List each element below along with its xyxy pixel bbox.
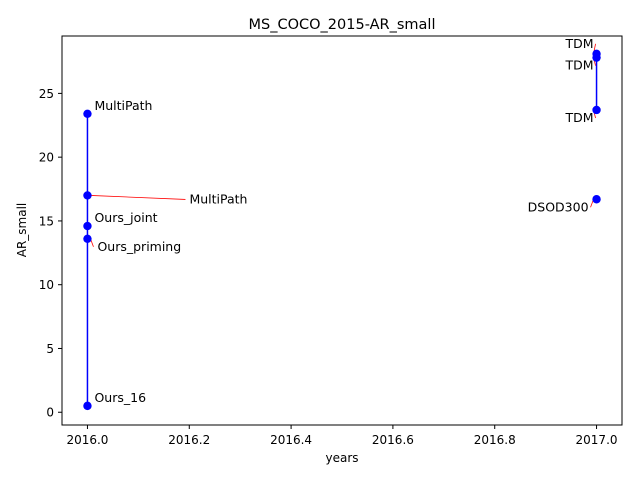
data-point xyxy=(83,234,92,243)
x-axis-label: years xyxy=(325,451,358,465)
y-tick-label: 20 xyxy=(39,151,54,165)
x-tick-label: 2016.8 xyxy=(474,433,516,447)
annotation-arrows xyxy=(90,43,596,247)
x-tick-label: 2016.6 xyxy=(372,433,414,447)
point-label: Ours_priming xyxy=(97,239,181,254)
y-axis-label: AR_small xyxy=(15,203,29,258)
plot-frame xyxy=(61,35,623,426)
point-label: DSOD300 xyxy=(528,199,589,214)
point-label: Ours_joint xyxy=(94,210,157,225)
y-tick-label: 10 xyxy=(39,278,54,292)
point-label: MultiPath xyxy=(94,98,152,113)
x-tick-label: 2016.0 xyxy=(66,433,108,447)
y-tick-label: 15 xyxy=(39,214,54,228)
axis-ticks: 2016.0 2016.2 2016.4 2016.6 2016.8 2017.0 0 5 10… xyxy=(39,87,618,447)
point-labels: MultiPath MultiPath Ours_joint Ours_priming… xyxy=(94,36,593,405)
y-tick-label: 5 xyxy=(46,342,54,356)
x-tick-label: 2016.4 xyxy=(270,433,312,447)
data-points xyxy=(83,49,601,411)
data-point xyxy=(592,195,601,204)
data-point xyxy=(592,53,601,62)
point-label: TDM xyxy=(564,36,593,51)
point-label: Ours_16 xyxy=(94,390,146,405)
data-point xyxy=(83,191,92,200)
data-point xyxy=(83,221,92,231)
y-tick-label: 0 xyxy=(46,406,54,420)
data-point xyxy=(592,105,601,115)
data-point xyxy=(83,109,92,119)
x-tick-label: 2016.2 xyxy=(168,433,210,447)
point-label: TDM xyxy=(564,58,593,73)
x-tick-label: 2017.0 xyxy=(576,433,618,447)
point-label: MultiPath xyxy=(189,191,247,206)
y-tick-label: 25 xyxy=(39,87,54,101)
chart-title: MS_COCO_2015-AR_small xyxy=(249,17,436,33)
annotation-arrow xyxy=(90,195,186,200)
series-lines xyxy=(86,53,598,406)
point-label: TDM xyxy=(564,110,593,125)
data-point xyxy=(83,401,92,411)
